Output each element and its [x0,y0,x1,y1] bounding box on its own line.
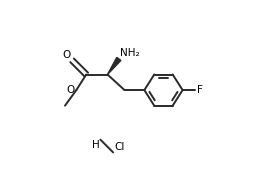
Text: H: H [92,140,100,150]
Text: NH₂: NH₂ [120,47,139,58]
Polygon shape [107,57,121,75]
Text: O: O [67,85,75,95]
Text: O: O [62,50,71,60]
Text: F: F [197,85,203,95]
Text: Cl: Cl [114,142,124,152]
